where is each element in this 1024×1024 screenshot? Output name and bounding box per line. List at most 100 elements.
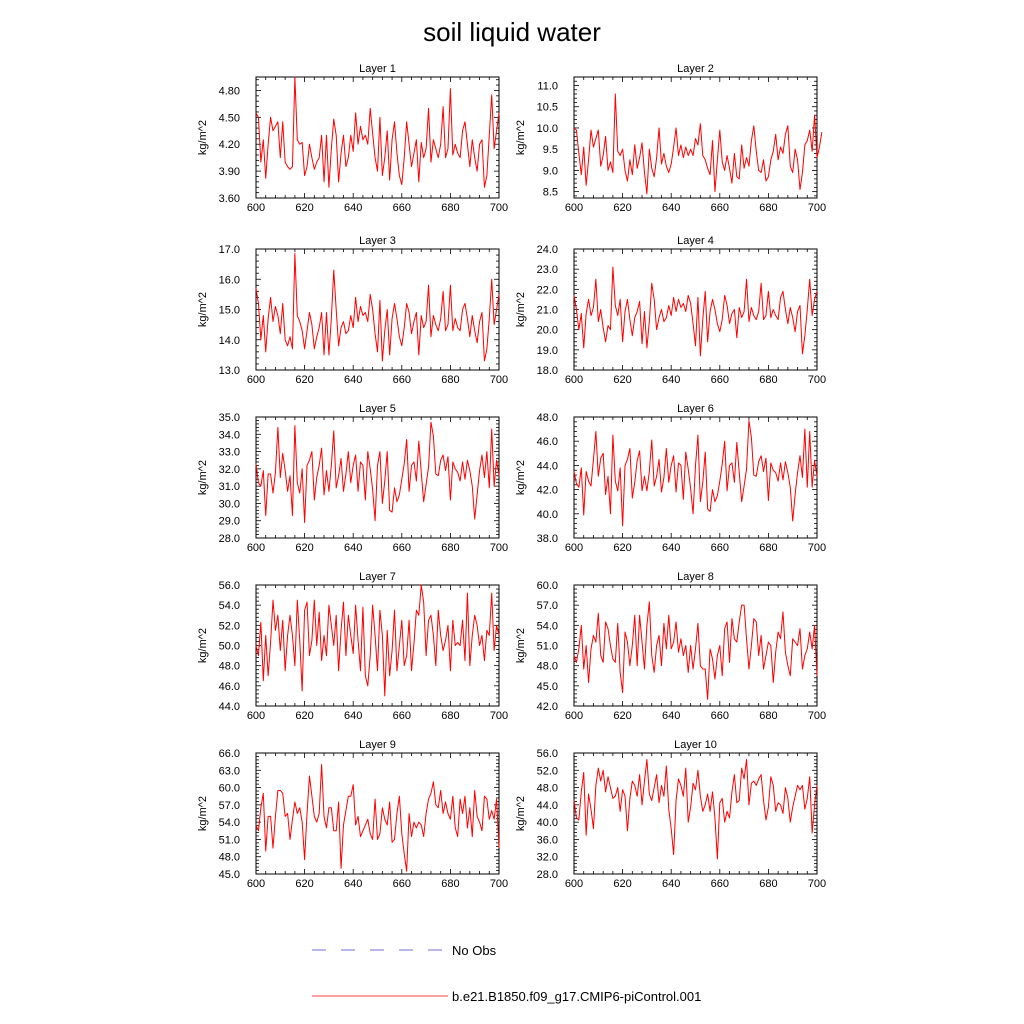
layer-10-x-tick-label: 640 [662, 878, 680, 890]
layer-5-y-tick-label: 28.0 [219, 533, 240, 545]
layer-10-y-tick-label: 40.0 [537, 817, 558, 829]
layer-10-frame [573, 752, 818, 875]
layer-5-x-tick-label: 700 [490, 542, 508, 554]
layer-5-y-tick-label: 34.0 [219, 429, 240, 441]
layer-7-y-tick-label: 44.0 [219, 701, 240, 713]
layer-8-y-tick-label: 48.0 [537, 661, 558, 673]
layer-6-panel: Layer 6 600 620 640 660 680 700 38.0 40.0 42.0 44.… [515, 403, 826, 554]
layer-9-x-tick-label: 700 [490, 878, 508, 890]
layer-10-y-tick-label: 52.0 [537, 765, 558, 777]
layer-2-y-tick-label: 10.0 [537, 123, 558, 135]
layer-1-x-tick-label: 620 [295, 202, 313, 214]
layer-4-y-tick-label: 24.0 [537, 244, 558, 256]
layer-1-y-tick-label: 3.90 [219, 166, 240, 178]
layer-8-y-tick-label: 60.0 [537, 580, 558, 592]
layer-5-y-axis-label: kg/m^2 [197, 460, 209, 495]
layer-6-x-tick-label: 660 [711, 542, 729, 554]
layer-6-y-axis-label: kg/m^2 [515, 460, 527, 495]
layer-2-x-tick-label: 620 [613, 202, 631, 214]
layer-1-y-axis-label: kg/m^2 [197, 120, 209, 155]
layer-4-y-axis-label: kg/m^2 [515, 292, 527, 327]
layer-5-x-tick-label: 620 [295, 542, 313, 554]
layer-2-panel: Layer 2 600 620 640 660 680 700 8.5 9.0 9.5 10.0 10… [515, 63, 826, 214]
layer-7-x-tick-label: 680 [441, 710, 459, 722]
layer-7-series-line [255, 584, 500, 697]
layer-6-title: Layer 6 [677, 403, 714, 415]
layer-1-series-line [255, 76, 500, 188]
chart-title: soil liquid water [423, 17, 601, 47]
layer-5-y-tick-label: 35.0 [219, 412, 240, 424]
layer-5-x-tick-label: 680 [441, 542, 459, 554]
legend: No Obs b.e21.B1850.f09_g17.CMIP6-piContr… [312, 943, 701, 1004]
layer-5-y-tick-label: 33.0 [219, 447, 240, 459]
layer-5-y-tick-label: 32.0 [219, 464, 240, 476]
layer-10-panel: Layer 10 600 620 640 660 680 700 28.0 32.0 36.0 40… [515, 739, 826, 890]
layer-4-y-tick-label: 20.0 [537, 325, 558, 337]
layer-1-frame [255, 76, 500, 199]
layer-7-x-tick-label: 640 [344, 710, 362, 722]
layer-10-y-tick-label: 56.0 [537, 748, 558, 760]
layer-3-y-tick-label: 17.0 [219, 244, 240, 256]
layer-7-y-tick-label: 50.0 [219, 641, 240, 653]
layer-9-x-tick-label: 680 [441, 878, 459, 890]
layer-10-x-tick-label: 600 [565, 878, 583, 890]
layer-8-y-tick-label: 42.0 [537, 701, 558, 713]
layer-6-frame [573, 416, 818, 539]
layer-9-x-tick-label: 640 [344, 878, 362, 890]
layer-4-y-tick-label: 21.0 [537, 305, 558, 317]
layer-9-y-axis-label: kg/m^2 [197, 796, 209, 831]
layer-9-y-tick-label: 45.0 [219, 869, 240, 881]
layer-10-x-tick-label: 700 [808, 878, 826, 890]
layer-10-y-tick-label: 32.0 [537, 852, 558, 864]
layer-1-y-tick-label: 4.80 [219, 85, 240, 97]
layer-1-x-tick-label: 640 [344, 202, 362, 214]
layer-4-y-tick-label: 22.0 [537, 284, 558, 296]
layer-2-x-tick-label: 680 [759, 202, 777, 214]
legend-obs-label: No Obs [452, 943, 497, 958]
layer-8-x-tick-label: 680 [759, 710, 777, 722]
layer-9-frame [255, 752, 500, 875]
layer-4-y-tick-label: 18.0 [537, 365, 558, 377]
layer-7-y-tick-label: 56.0 [219, 580, 240, 592]
layer-8-series-line [573, 601, 818, 700]
layer-4-x-tick-label: 620 [613, 374, 631, 386]
layer-2-y-tick-label: 9.0 [543, 165, 558, 177]
layer-2-y-tick-label: 8.5 [543, 187, 558, 199]
layer-3-series-line [255, 253, 500, 362]
layer-3-title: Layer 3 [359, 235, 396, 247]
layer-7-y-axis-label: kg/m^2 [197, 628, 209, 663]
layer-8-y-tick-label: 45.0 [537, 681, 558, 693]
layer-4-frame [573, 248, 818, 371]
layer-6-x-tick-label: 600 [565, 542, 583, 554]
layer-9-y-tick-label: 66.0 [219, 748, 240, 760]
layer-5-x-tick-label: 640 [344, 542, 362, 554]
layer-10-y-tick-label: 36.0 [537, 834, 558, 846]
layer-7-frame [255, 584, 500, 707]
layer-1-x-tick-label: 600 [247, 202, 265, 214]
layer-6-x-tick-label: 680 [759, 542, 777, 554]
layer-9-y-tick-label: 51.0 [219, 834, 240, 846]
layer-7-y-tick-label: 52.0 [219, 620, 240, 632]
layer-8-x-tick-label: 640 [662, 710, 680, 722]
layer-9-panel: Layer 9 600 620 640 660 680 700 45.0 48.0 51.0 54.… [197, 739, 508, 890]
layer-5-y-tick-label: 31.0 [219, 481, 240, 493]
layer-3-x-tick-label: 640 [344, 374, 362, 386]
layer-5-x-tick-label: 600 [247, 542, 265, 554]
layer-4-x-tick-label: 660 [711, 374, 729, 386]
layer-3-y-tick-label: 16.0 [219, 274, 240, 286]
layer-7-x-tick-label: 660 [393, 710, 411, 722]
layer-3-x-tick-label: 620 [295, 374, 313, 386]
layer-7-x-tick-label: 620 [295, 710, 313, 722]
layer-9-y-tick-label: 48.0 [219, 852, 240, 864]
layer-7-title: Layer 7 [359, 571, 396, 583]
layer-10-title: Layer 10 [674, 739, 717, 751]
layer-4-series-line [573, 266, 818, 357]
layer-6-y-tick-label: 42.0 [537, 485, 558, 497]
layer-6-x-tick-label: 640 [662, 542, 680, 554]
layer-6-y-tick-label: 38.0 [537, 533, 558, 545]
layer-7-y-tick-label: 46.0 [219, 681, 240, 693]
layer-3-y-tick-label: 14.0 [219, 335, 240, 347]
layer-3-y-tick-label: 15.0 [219, 305, 240, 317]
layer-9-x-tick-label: 660 [393, 878, 411, 890]
